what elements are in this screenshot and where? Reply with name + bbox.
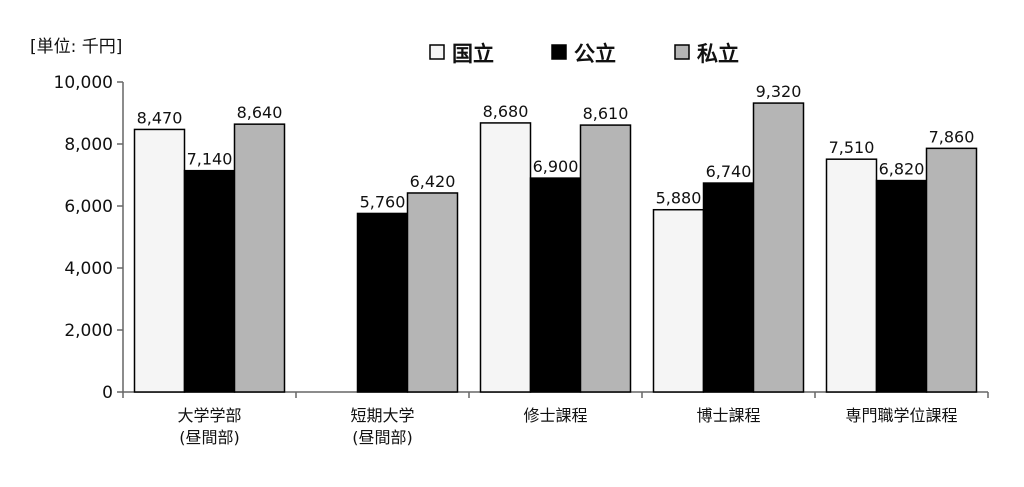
bar	[479, 122, 532, 393]
data-label: 8,470	[137, 108, 183, 127]
bar	[925, 147, 978, 393]
bar	[875, 179, 928, 393]
data-label: 7,510	[829, 138, 875, 157]
bar	[579, 124, 632, 393]
category-label: 大学学部	[177, 406, 241, 425]
data-label: 7,140	[187, 150, 233, 169]
legend-label: 国立	[452, 42, 494, 66]
category-labels: 大学学部 (昼間部) 短期大学 (昼間部) 修士課程 博士課程 専門職学位課程	[177, 406, 957, 447]
bar	[752, 102, 805, 393]
bar	[133, 128, 186, 393]
y-tick-label: 6,000	[64, 197, 113, 217]
data-label: 6,900	[533, 157, 579, 176]
bar	[825, 158, 878, 393]
y-tick-label: 10,000	[54, 73, 113, 93]
legend-label: 私立	[697, 42, 739, 66]
data-label: 6,740	[706, 162, 752, 181]
category-label: 博士課程	[696, 406, 760, 425]
bar	[702, 182, 755, 393]
data-label: 8,680	[483, 102, 529, 121]
data-label: 5,880	[656, 189, 702, 208]
y-tick-label: 4,000	[64, 259, 113, 279]
bar	[356, 212, 409, 393]
y-tick-label: 8,000	[64, 135, 113, 155]
bar	[652, 208, 705, 393]
y-axis: 0 2,000 4,000 6,000 8,000 10,000	[54, 73, 989, 403]
data-label: 8,610	[583, 104, 629, 123]
legend-swatch	[551, 44, 567, 60]
data-label: 6,420	[410, 172, 456, 191]
data-label: 5,760	[360, 192, 406, 211]
unit-label: [単位: 千円]	[30, 37, 122, 57]
data-label: 9,320	[756, 82, 802, 101]
y-tick-label: 2,000	[64, 321, 113, 341]
category-label: 専門職学位課程	[845, 406, 957, 425]
bar	[406, 192, 459, 393]
data-label: 7,860	[929, 127, 975, 146]
data-label: 6,820	[879, 160, 925, 179]
category-label: (昼間部)	[179, 428, 240, 447]
legend: 国立 公立 私立	[429, 42, 739, 66]
bar	[183, 169, 236, 393]
category-label: (昼間部)	[352, 428, 413, 447]
bars	[133, 102, 978, 393]
bar	[529, 177, 582, 393]
y-tick-label: 0	[102, 383, 113, 403]
legend-label: 公立	[574, 42, 616, 66]
legend-swatch	[674, 44, 690, 60]
category-label: 修士課程	[523, 406, 587, 425]
data-label: 8,640	[237, 103, 283, 122]
bar	[233, 123, 286, 393]
legend-swatch	[429, 44, 445, 60]
category-label: 短期大学	[350, 406, 414, 425]
